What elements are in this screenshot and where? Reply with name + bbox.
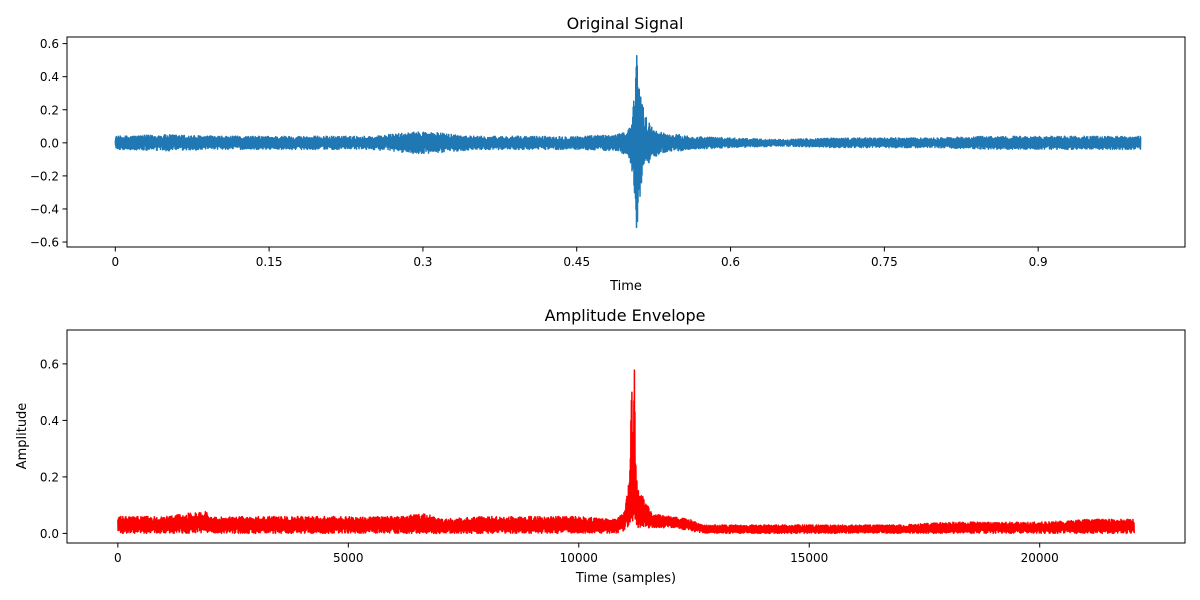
- x-tick-label: 0.3: [413, 255, 432, 269]
- y-tick-label: 0.6: [40, 357, 59, 371]
- y-axis: 0.0 0.2 0.4 0.6: [40, 357, 67, 541]
- x-tick-label: 0: [111, 255, 119, 269]
- y-tick-label: 0.0: [40, 136, 59, 150]
- x-axis: 0 5000 10000 15000 20000: [114, 543, 1059, 565]
- x-tick-label: 15000: [790, 551, 828, 565]
- y-axis: −0.6 −0.4 −0.2 0.0 0.2 0.4 0.6: [30, 37, 67, 250]
- x-tick-label: 5000: [333, 551, 364, 565]
- x-tick-label: 0.9: [1029, 255, 1048, 269]
- chart-title: Amplitude Envelope: [545, 306, 706, 325]
- x-tick-label: 20000: [1021, 551, 1059, 565]
- chart-title: Original Signal: [567, 14, 684, 33]
- x-axis-label: Time: [609, 279, 642, 294]
- y-tick-label: 0.2: [40, 470, 59, 484]
- y-tick-label: −0.2: [30, 169, 59, 183]
- series-line: [114, 54, 1142, 229]
- plot-frame: [66, 36, 1186, 248]
- original-signal-plot: Original Signal 0 0.15 0.3 0.45 0.6 0.75 0.9 −…: [30, 14, 1186, 294]
- x-axis: 0 0.15 0.3 0.45 0.6 0.75 0.9: [111, 247, 1048, 269]
- x-axis-label: Time (samples): [575, 571, 676, 586]
- y-tick-label: 0.0: [40, 527, 59, 541]
- y-tick-label: −0.6: [30, 236, 59, 250]
- x-tick-label: 0.75: [871, 255, 898, 269]
- x-tick-label: 0.6: [721, 255, 740, 269]
- x-tick-label: 10000: [560, 551, 598, 565]
- x-tick-label: 0: [114, 551, 122, 565]
- x-tick-label: 0.15: [256, 255, 283, 269]
- series-line: [117, 369, 1135, 535]
- amplitude-envelope-plot: Amplitude Envelope 0 5000 10000 15000 20000 …: [15, 306, 1186, 586]
- y-tick-label: 0.4: [40, 70, 59, 84]
- y-tick-label: 0.4: [40, 414, 59, 428]
- y-axis-label: Amplitude: [15, 403, 30, 470]
- y-tick-label: 0.6: [40, 37, 59, 51]
- plot-frame: [66, 329, 1186, 544]
- y-tick-label: −0.4: [30, 202, 59, 216]
- y-tick-label: 0.2: [40, 103, 59, 117]
- x-tick-label: 0.45: [563, 255, 590, 269]
